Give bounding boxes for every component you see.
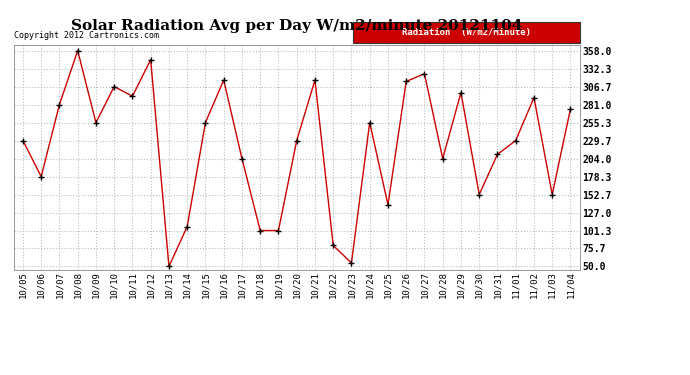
Text: Solar Radiation Avg per Day W/m2/minute 20121104: Solar Radiation Avg per Day W/m2/minute …: [71, 19, 522, 33]
FancyBboxPatch shape: [353, 22, 580, 43]
Text: Radiation  (W/m2/Minute): Radiation (W/m2/Minute): [402, 28, 531, 37]
Text: Copyright 2012 Cartronics.com: Copyright 2012 Cartronics.com: [14, 32, 159, 40]
